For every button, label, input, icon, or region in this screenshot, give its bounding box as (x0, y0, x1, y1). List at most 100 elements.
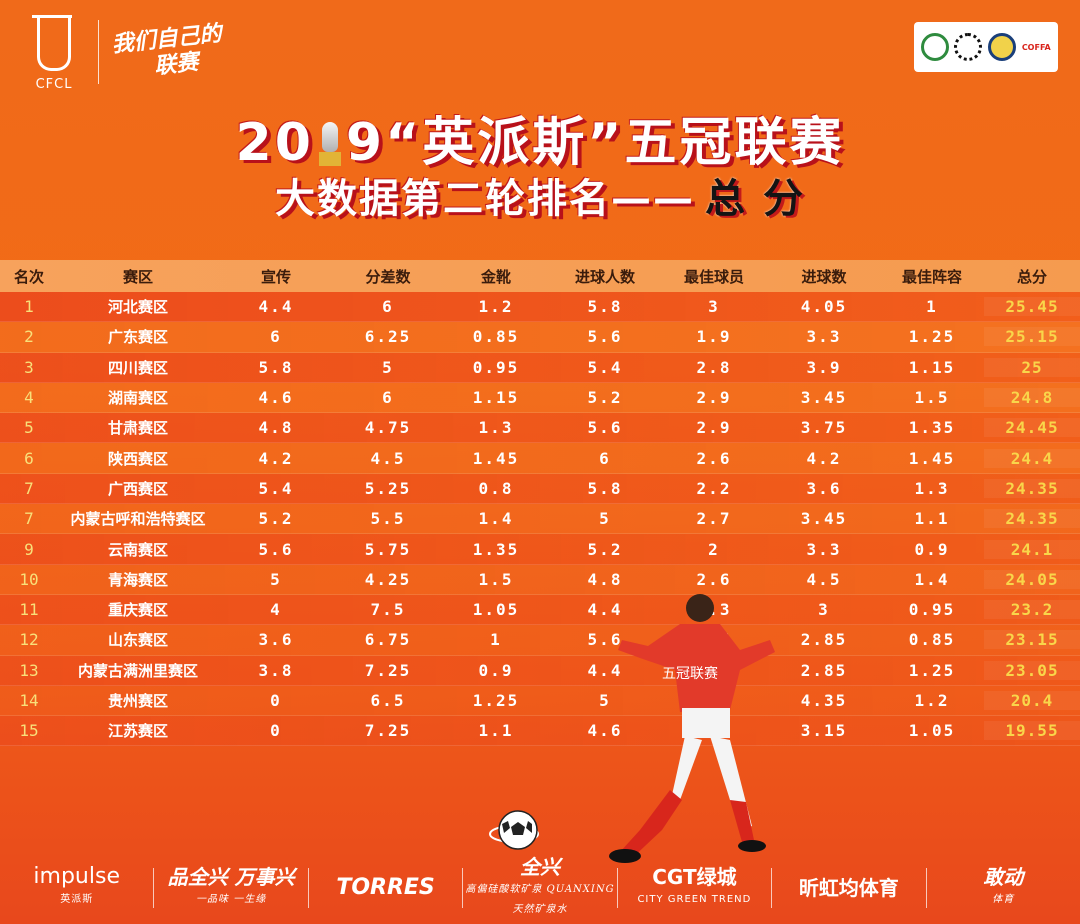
column-header: 分差数 (365, 267, 411, 286)
table-cell: 3.9 (806, 357, 842, 377)
table-cell: 4.2 (806, 448, 842, 468)
table-cell: 3.3 (806, 327, 842, 347)
table-cell: 4.2 (258, 448, 294, 468)
title-line1-post: 9“英派斯”五冠联赛 (345, 113, 845, 173)
column-header: 进球人数 (574, 267, 635, 286)
table-cell: 4.5 (806, 569, 842, 589)
table-row: 4 湖南赛区 4.6 6 1.15 5.2 2.9 3.45 1.5 24.8 (0, 382, 1080, 414)
column-header: 赛区 (122, 267, 153, 286)
table-cell: 0.9 (914, 539, 950, 559)
soccer-ball-icon (489, 810, 539, 850)
region-cell: 内蒙古满洲里赛区 (77, 661, 198, 680)
table-cell: 2.5 (696, 630, 732, 650)
table-cell: 3 (818, 600, 830, 620)
cfcl-logo: CFCL (24, 12, 84, 92)
sponsor-logo: CGT绿城 CITY GREEN TREND (618, 867, 771, 910)
table-cell: 2.6 (696, 660, 732, 680)
region-cell: 青海赛区 (107, 570, 168, 589)
rank-cell: 5 (24, 418, 34, 438)
table-cell: 0.9 (478, 660, 514, 680)
sponsor-divider (771, 868, 773, 908)
table-cell: 1.3 (914, 478, 950, 498)
table-cell: 1.25 (908, 327, 956, 347)
table-cell: 6 (270, 327, 282, 347)
page-title: 20 9“英派斯”五冠联赛 (0, 100, 1080, 175)
sponsor-logo: impulse 英派斯 (0, 863, 153, 910)
table-cell: 1.05 (908, 721, 956, 741)
region-cell: 四川赛区 (107, 358, 168, 377)
region-cell: 山东赛区 (107, 631, 168, 650)
table-cell: 5 (270, 569, 282, 589)
table-cell: 5.8 (587, 478, 623, 498)
sponsor-name: 昕虹均体育 (798, 876, 899, 900)
table-cell: 1.45 (472, 448, 520, 468)
table-cell: 1 (490, 630, 502, 650)
table-row: 12 山东赛区 3.6 6.75 1 5.6 2.5 2.85 0.85 23.15 (0, 625, 1080, 656)
table-cell: 2.9 (696, 388, 732, 408)
table-row: 13 内蒙古满洲里赛区 3.8 7.25 0.9 4.4 2.6 2.85 1.25 23.05 (0, 655, 1080, 686)
cofa-label: COFFA (1021, 42, 1051, 52)
total-score-cell: 23.15 (984, 630, 1080, 650)
table-cell: 0.85 (908, 630, 956, 650)
table-cell: 3.3 (806, 539, 842, 559)
total-score-cell: 24.8 (984, 388, 1080, 408)
table-cell: 1.4 (478, 509, 514, 529)
region-cell: 广东赛区 (107, 328, 168, 347)
table-cell: 1.1 (478, 721, 514, 741)
table-cell: 3.45 (800, 388, 848, 408)
table-cell: 6.75 (364, 630, 412, 650)
table-row: 6 陕西赛区 4.2 4.5 1.45 6 2.6 4.2 1.45 24.4 (0, 443, 1080, 474)
sponsor-name: TORRES (336, 875, 435, 900)
rank-cell: 1 (24, 297, 34, 317)
table-cell: 2.85 (800, 660, 848, 680)
rank-cell: 13 (19, 660, 39, 680)
table-cell: 1.25 (908, 660, 956, 680)
table-cell: 4.75 (364, 418, 412, 438)
sponsor-bar: impulse 英派斯 品全兴 万事兴 一品味 一生缘 TORRES 全兴 高偏硅酸软矿泉 … (0, 857, 1080, 916)
sponsor-subtitle: 英派斯 (60, 893, 94, 905)
rank-cell: 10 (19, 569, 39, 589)
table-cell: 2.6 (696, 569, 732, 589)
total-score-cell: 25.15 (984, 327, 1080, 347)
column-header: 最佳阵容 (901, 267, 962, 286)
table-cell: 6 (599, 448, 611, 468)
sponsor-subtitle: 一品味 一生缘 (196, 893, 267, 905)
rank-cell: 7 (24, 509, 34, 529)
table-cell: 4.6 (258, 388, 294, 408)
table-cell: 4.4 (258, 297, 294, 317)
table-cell: 4.5 (370, 448, 406, 468)
league-logo-area: CFCL 我们自己的 联赛 (24, 12, 223, 92)
sponsor-name: impulse (33, 863, 120, 889)
table-cell: 0.85 (472, 327, 520, 347)
total-score-cell: 24.35 (984, 478, 1080, 498)
table-cell: 1.25 (472, 691, 520, 710)
table-cell: 1.2 (478, 297, 514, 317)
table-cell: 3.6 (258, 630, 294, 650)
region-cell: 重庆赛区 (107, 601, 168, 620)
title-line2-highlight: 总 分 (705, 176, 805, 222)
region-cell: 湖南赛区 (107, 389, 168, 408)
table-cell: 7.5 (370, 600, 406, 620)
ranking-table: 名次 赛区 宣传 分差数 金靴 进球人数 最佳球员 进球数 最佳阵容 总分 1 河北赛区 4.4 6 1.… (0, 260, 1080, 747)
cup-trophy-icon (316, 118, 344, 174)
table-cell: 6.25 (364, 327, 412, 347)
table-row: 9 云南赛区 5.6 5.75 1.35 5.2 2 3.3 0.9 24.1 (0, 534, 1080, 565)
rank-cell: 11 (19, 600, 39, 620)
table-row: 2 广东赛区 6 6.25 0.85 5.6 1.9 3.3 1.25 25.15 (0, 322, 1080, 353)
sponsor-name: 敢动 (983, 864, 1024, 889)
table-header: 名次 赛区 宣传 分差数 金靴 进球人数 最佳球员 进球数 最佳阵容 总分 (0, 260, 1080, 292)
table-cell: 4.05 (800, 297, 848, 317)
table-cell: 4.35 (800, 691, 848, 710)
table-cell: 5.2 (587, 539, 623, 559)
rank-cell: 6 (24, 448, 34, 468)
total-score-cell: 25 (984, 357, 1080, 377)
table-cell: 3 (708, 297, 720, 317)
table-cell: 2.9 (696, 418, 732, 438)
rank-cell: 2 (24, 327, 34, 347)
table-cell: 1.05 (472, 600, 520, 620)
table-cell: 5.6 (587, 418, 623, 438)
rank-cell: 7 (24, 478, 34, 498)
table-cell: 0 (270, 691, 282, 710)
table-cell: 2.8 (696, 357, 732, 377)
total-score-cell: 24.45 (984, 418, 1080, 438)
